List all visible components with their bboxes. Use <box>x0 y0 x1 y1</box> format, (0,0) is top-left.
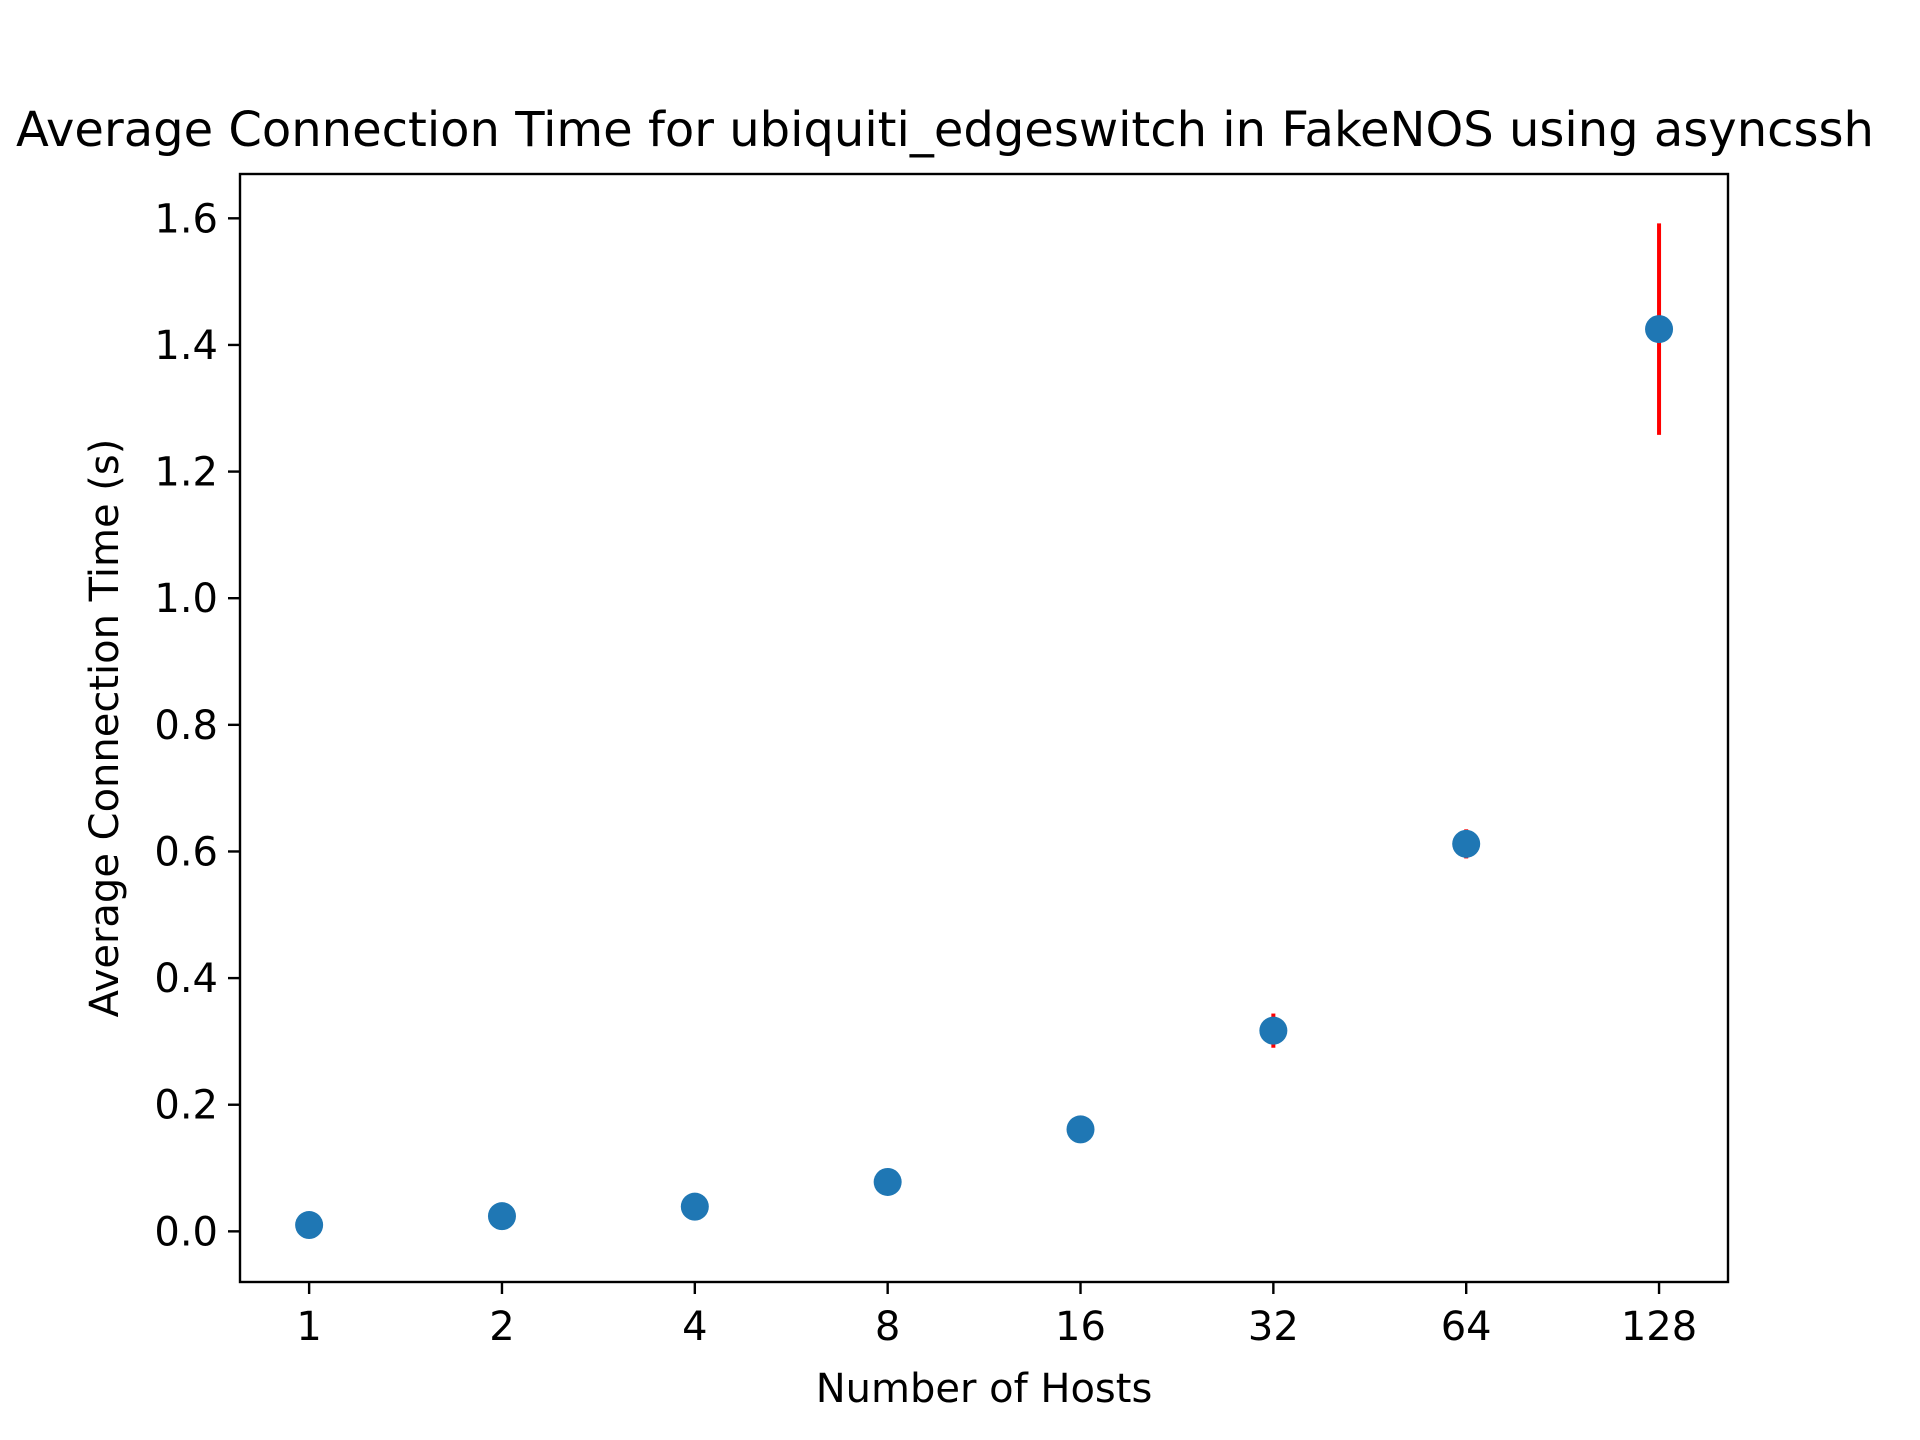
chart-title: Average Connection Time for ubiquiti_edg… <box>16 102 1874 158</box>
data-point <box>873 1167 902 1196</box>
data-point <box>1066 1115 1095 1144</box>
x-tick-label: 16 <box>1055 1304 1106 1350</box>
x-tick-label: 8 <box>875 1304 900 1350</box>
x-tick-label: 64 <box>1441 1304 1492 1350</box>
x-tick-label: 4 <box>682 1304 707 1350</box>
x-tick-label: 32 <box>1248 1304 1299 1350</box>
x-axis-label: Number of Hosts <box>816 1366 1153 1412</box>
data-point <box>295 1211 324 1240</box>
y-tick-label: 0.8 <box>154 703 218 749</box>
data-point <box>1452 829 1481 858</box>
x-axis: 1 2 4 8 16 32 64 128 <box>296 1282 1697 1350</box>
data-point <box>1259 1016 1288 1045</box>
data-point <box>680 1192 709 1221</box>
y-tick-label: 1.2 <box>154 450 218 496</box>
y-tick-label: 1.6 <box>154 196 218 242</box>
y-axis-label: Average Connection Time (s) <box>82 439 128 1018</box>
y-tick-label: 0.0 <box>154 1209 218 1255</box>
y-tick-label: 0.4 <box>154 956 218 1002</box>
data-point <box>487 1202 516 1231</box>
data-point <box>1645 315 1674 344</box>
y-tick-label: 1.4 <box>154 323 218 369</box>
x-tick-label: 128 <box>1621 1304 1697 1350</box>
y-axis: 0.0 0.2 0.4 0.6 0.8 1.0 1.2 1.4 1.6 <box>154 196 240 1255</box>
y-tick-label: 0.2 <box>154 1083 218 1129</box>
y-tick-label: 1.0 <box>154 576 218 622</box>
axes-frame <box>238 172 1730 1284</box>
x-tick-label: 1 <box>296 1304 321 1350</box>
x-tick-label: 2 <box>489 1304 514 1350</box>
plot-area <box>295 223 1674 1240</box>
y-tick-label: 0.6 <box>154 829 218 875</box>
